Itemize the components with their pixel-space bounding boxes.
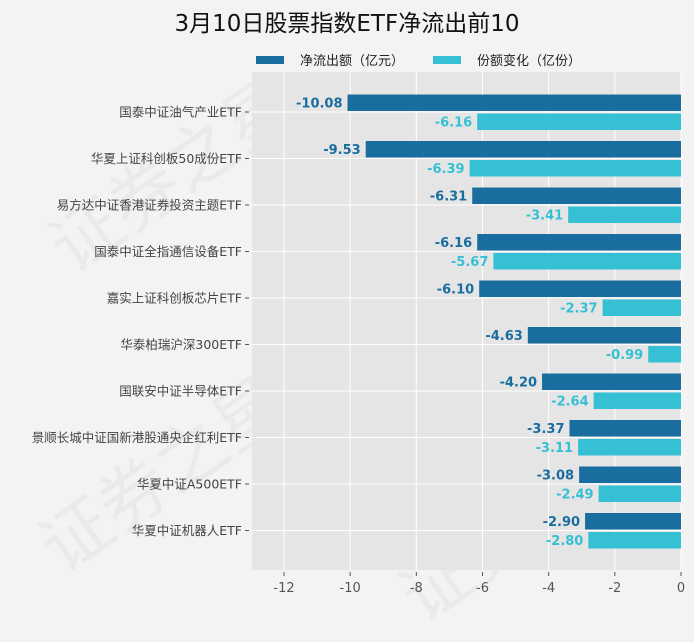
data-label-share: -0.99: [606, 348, 643, 363]
x-tick-label: -8: [410, 581, 423, 596]
bar-share: [493, 253, 681, 270]
data-label-share: -2.80: [546, 534, 583, 549]
category-label: 嘉实上证科创板芯片ETF: [107, 291, 242, 306]
x-tick-label: -2: [608, 581, 621, 596]
bar-share: [469, 160, 681, 177]
data-label-outflow: -9.53: [323, 143, 360, 158]
category-label: 国联安中证半导体ETF: [119, 384, 242, 399]
data-label-outflow: -6.31: [430, 189, 467, 204]
category-label: 华夏中证机器人ETF: [132, 523, 242, 538]
data-label-outflow: -6.16: [435, 236, 472, 251]
bar-share: [648, 346, 681, 363]
bar-share: [578, 439, 681, 456]
bar-outflow: [347, 94, 681, 111]
bar-outflow: [569, 420, 681, 437]
category-label: 景顺长城中证国新港股通央企红利ETF: [32, 430, 242, 445]
bar-outflow: [479, 280, 681, 297]
category-label: 华夏上证科创板50成份ETF: [91, 151, 242, 166]
legend-label-outflow: 净流出额（亿元）: [300, 54, 405, 69]
data-label-share: -2.64: [551, 394, 588, 409]
legend-label-share: 份额变化（亿份）: [477, 54, 582, 69]
bar-share: [602, 299, 681, 316]
data-label-outflow: -10.08: [296, 96, 343, 111]
category-label: 易方达中证香港证券投资主题ETF: [57, 198, 242, 213]
bar-share: [598, 485, 681, 502]
data-label-share: -6.39: [427, 162, 464, 177]
data-label-share: -5.67: [451, 255, 488, 270]
legend-swatch-share: [433, 55, 461, 64]
category-label: 华泰柏瑞沪深300ETF: [120, 337, 242, 352]
x-tick-label: -4: [542, 581, 555, 596]
chart-title: 3月10日股票指数ETF净流出前10: [174, 11, 520, 37]
bar-share: [568, 206, 681, 223]
bar-outflow: [477, 234, 681, 251]
bar-share: [477, 113, 681, 130]
x-tick-label: -12: [273, 581, 294, 596]
bar-share: [588, 532, 681, 549]
category-label: 国泰中证油气产业ETF: [119, 105, 242, 120]
data-label-share: -2.49: [556, 487, 593, 502]
data-label-share: -2.37: [560, 301, 597, 316]
bar-chart: -12 -10 -8 -6 -4 -2 0 国泰中证油气产业ETF 华夏上证科创板50成份ETF…: [32, 72, 685, 596]
data-label-outflow: -6.10: [437, 282, 474, 297]
legend-item-outflow: 净流出额（亿元）: [256, 50, 404, 69]
category-label: 国泰中证全指通信设备ETF: [94, 244, 242, 259]
bar-share: [593, 392, 681, 409]
data-label-outflow: -4.20: [500, 375, 537, 390]
bar-outflow: [527, 327, 681, 344]
bar-outflow: [472, 187, 681, 204]
data-label-share: -6.16: [435, 115, 472, 130]
category-label: 华夏中证A500ETF: [137, 477, 242, 492]
data-label-outflow: -2.90: [543, 515, 580, 530]
data-label-share: -3.11: [536, 441, 573, 456]
bar-outflow: [542, 373, 681, 390]
bar-outflow: [579, 466, 681, 483]
bar-outflow: [585, 513, 681, 530]
data-label-share: -3.41: [526, 208, 563, 223]
data-label-outflow: -3.08: [537, 468, 574, 483]
bar-outflow: [365, 141, 681, 158]
legend-item-share: 份额变化（亿份）: [433, 50, 581, 69]
data-label-outflow: -3.37: [527, 422, 564, 437]
data-label-outflow: -4.63: [485, 329, 522, 344]
x-tick-label: -6: [476, 581, 489, 596]
x-tick-label: -10: [340, 581, 361, 596]
legend-swatch-outflow: [256, 55, 284, 64]
x-tick-label: 0: [677, 581, 685, 596]
